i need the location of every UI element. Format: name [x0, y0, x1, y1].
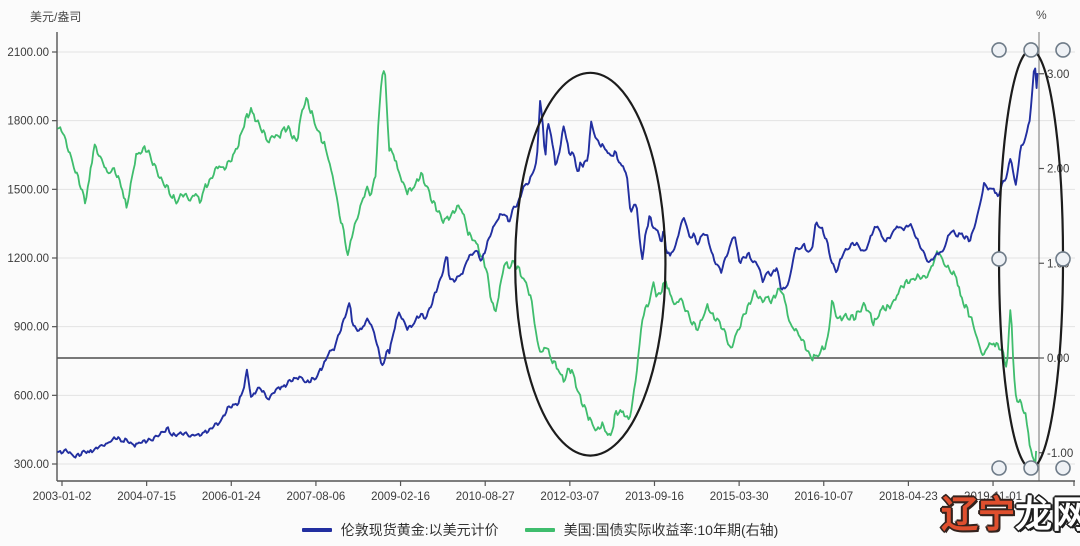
legend-label-gold: 伦敦现货黄金:以美元计价: [340, 522, 499, 538]
legend-item-gold[interactable]: 伦敦现货黄金:以美元计价: [301, 520, 499, 540]
watermark: 辽宁龙网: [941, 496, 1080, 533]
x-axis-tick-label: 2015-03-30: [710, 491, 769, 503]
left-axis-unit: 美元/盎司: [30, 10, 82, 24]
x-axis-tick-label: 2013-09-16: [625, 491, 684, 503]
watermark-red-part: 辽宁: [941, 494, 1015, 535]
legend-swatch-gold: [301, 528, 332, 532]
annotation-selection-handle[interactable]: [1055, 460, 1071, 476]
x-axis-tick-label: 2006-01-24: [202, 491, 261, 503]
series-gold-line: [57, 67, 1039, 459]
left-axis-tick-label: 1800.00: [7, 116, 49, 128]
left-axis-tick-label: 2100.00: [7, 47, 49, 59]
right-axis-tick-label: -1.00: [1047, 448, 1073, 460]
right-axis-tick-label: 2.00: [1047, 164, 1069, 176]
legend-label-yield: 美国:国债实际收益率:10年期(右轴): [563, 522, 779, 538]
x-axis-tick-label: 2016-10-07: [794, 491, 853, 503]
legend-swatch-yield: [524, 528, 555, 532]
annotation-selection-handle[interactable]: [1023, 460, 1039, 476]
legend-item-yield[interactable]: 美国:国债实际收益率:10年期(右轴): [524, 520, 779, 540]
x-axis-tick-label: 2007-08-06: [287, 491, 346, 503]
x-axis-tick-label: 2004-07-15: [117, 491, 176, 503]
x-axis-tick-label: 2018-04-23: [879, 491, 938, 503]
x-axis-tick-label: 2019-11-01: [964, 491, 1022, 503]
annotation-ellipse-2011-2013[interactable]: [514, 71, 667, 457]
annotation-selection-handle[interactable]: [991, 42, 1007, 58]
annotation-selection-handle[interactable]: [991, 251, 1007, 267]
annotation-selection-handle[interactable]: [1023, 42, 1039, 58]
x-axis-tick-label: 2003-01-02: [33, 491, 92, 503]
left-axis-tick-label: 1200.00: [7, 253, 49, 265]
watermark-white-part: 龙网: [1015, 494, 1080, 535]
series-real-yield-line: [57, 70, 1037, 468]
right-axis-tick-label: 3.00: [1047, 69, 1069, 81]
annotation-selection-handle[interactable]: [1055, 251, 1071, 267]
left-axis-tick-label: 600.00: [14, 390, 49, 402]
right-axis-unit: %: [1036, 8, 1047, 22]
x-axis-tick-label: 2010-08-27: [456, 491, 515, 503]
left-axis-tick-label: 300.00: [14, 459, 49, 471]
legend: 伦敦现货黄金:以美元计价 美国:国债实际收益率:10年期(右轴): [0, 520, 1080, 540]
annotation-selection-handle[interactable]: [991, 460, 1007, 476]
x-axis-tick-label: 2012-03-07: [540, 491, 599, 503]
left-axis-tick-label: 1500.00: [7, 184, 49, 196]
annotation-selection-handle[interactable]: [1055, 42, 1071, 58]
x-axis-tick-label: 2009-02-16: [371, 491, 430, 503]
left-axis-tick-label: 900.00: [14, 322, 49, 334]
